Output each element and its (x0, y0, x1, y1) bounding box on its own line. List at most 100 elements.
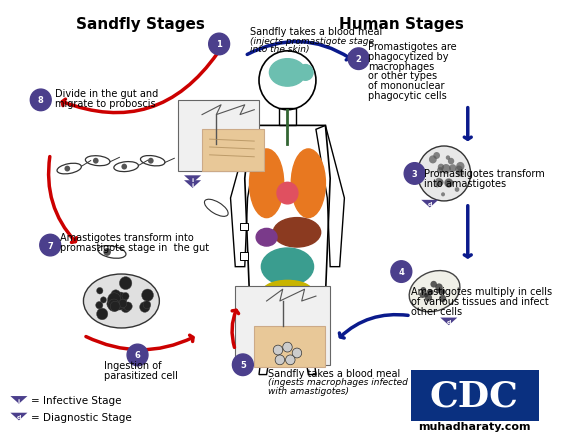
Circle shape (428, 288, 433, 294)
Circle shape (122, 293, 129, 300)
Text: 1: 1 (216, 40, 222, 49)
Text: i: i (18, 398, 20, 403)
Circle shape (283, 342, 292, 352)
Circle shape (232, 354, 253, 376)
Text: parasitized cell: parasitized cell (105, 370, 178, 380)
Text: Ingestion of: Ingestion of (105, 360, 162, 370)
Text: 5: 5 (240, 360, 246, 369)
Ellipse shape (409, 271, 460, 312)
Circle shape (458, 161, 462, 166)
Circle shape (430, 295, 434, 299)
Circle shape (426, 287, 431, 292)
Circle shape (434, 171, 439, 176)
Circle shape (142, 289, 153, 302)
Circle shape (112, 295, 119, 302)
Ellipse shape (263, 281, 312, 302)
FancyBboxPatch shape (254, 326, 325, 367)
Text: with amastigotes): with amastigotes) (268, 386, 350, 395)
Text: migrate to proboscis: migrate to proboscis (55, 99, 156, 108)
Circle shape (432, 283, 439, 291)
FancyBboxPatch shape (240, 223, 248, 231)
Text: 2: 2 (356, 55, 361, 64)
Circle shape (427, 182, 433, 189)
Circle shape (429, 155, 436, 161)
Text: Amastigotes multiply in cells: Amastigotes multiply in cells (411, 286, 552, 296)
Circle shape (425, 167, 435, 177)
Circle shape (446, 164, 450, 169)
Text: phagocytic cells: phagocytic cells (368, 91, 447, 101)
Circle shape (96, 309, 108, 320)
Circle shape (348, 49, 369, 70)
Text: Promastigotes transform: Promastigotes transform (424, 169, 545, 179)
Text: or other types: or other types (368, 71, 437, 81)
Text: macrophages: macrophages (368, 61, 435, 71)
Circle shape (444, 158, 450, 164)
Circle shape (119, 299, 127, 308)
Text: Sandfly takes a blood meal: Sandfly takes a blood meal (249, 27, 382, 37)
Text: CDC: CDC (430, 378, 519, 412)
Text: 6: 6 (135, 351, 141, 360)
Text: into the skin): into the skin) (249, 45, 309, 54)
Text: Amastigotes transform into: Amastigotes transform into (60, 233, 193, 243)
Ellipse shape (256, 229, 277, 247)
Text: phagocytized by: phagocytized by (368, 52, 449, 62)
Circle shape (121, 303, 131, 313)
Polygon shape (421, 201, 438, 208)
Text: Sandfly takes a blood meal: Sandfly takes a blood meal (268, 368, 401, 378)
Ellipse shape (261, 248, 314, 286)
Circle shape (437, 282, 442, 286)
Text: other cells: other cells (411, 306, 462, 316)
Text: promastigote stage in  the gut: promastigote stage in the gut (60, 243, 209, 253)
Text: 7: 7 (47, 241, 53, 250)
Circle shape (275, 355, 285, 365)
Circle shape (273, 345, 283, 355)
Circle shape (433, 291, 437, 296)
Text: = Diagnostic Stage: = Diagnostic Stage (31, 412, 132, 422)
Text: (injects promastigote stage: (injects promastigote stage (249, 36, 374, 46)
Text: Promastigotes are: Promastigotes are (368, 42, 457, 52)
Text: = Infective Stage: = Infective Stage (31, 395, 122, 405)
Ellipse shape (84, 274, 159, 328)
Circle shape (437, 167, 444, 174)
Circle shape (119, 277, 132, 290)
Text: d: d (17, 414, 21, 419)
Circle shape (107, 293, 121, 306)
Circle shape (431, 163, 438, 171)
Circle shape (113, 295, 119, 302)
Circle shape (298, 66, 313, 81)
Circle shape (431, 279, 439, 287)
Circle shape (286, 355, 295, 365)
Circle shape (439, 157, 447, 166)
Circle shape (96, 302, 103, 309)
Ellipse shape (270, 59, 306, 87)
Text: muhadharaty.com: muhadharaty.com (418, 421, 530, 431)
Circle shape (424, 296, 429, 302)
Circle shape (428, 285, 432, 290)
Text: Sandfly Stages: Sandfly Stages (76, 16, 205, 31)
Circle shape (292, 348, 302, 358)
Text: Divide in the gut and: Divide in the gut and (55, 89, 158, 99)
Text: i: i (192, 178, 193, 182)
Ellipse shape (291, 150, 325, 218)
FancyBboxPatch shape (240, 252, 248, 260)
Circle shape (404, 163, 425, 185)
Text: i: i (192, 182, 193, 187)
Circle shape (107, 299, 117, 309)
Circle shape (111, 290, 121, 300)
Circle shape (139, 302, 150, 312)
Ellipse shape (273, 218, 321, 247)
Circle shape (442, 176, 449, 184)
Polygon shape (184, 176, 201, 184)
Circle shape (103, 248, 111, 256)
Polygon shape (184, 181, 201, 188)
Text: d: d (428, 202, 432, 207)
Text: into amastigotes: into amastigotes (424, 179, 506, 189)
Circle shape (448, 182, 456, 191)
Circle shape (127, 344, 148, 366)
Circle shape (124, 302, 132, 311)
Polygon shape (10, 396, 27, 404)
Circle shape (114, 299, 125, 310)
Circle shape (30, 90, 51, 112)
Circle shape (114, 293, 127, 306)
Text: 8: 8 (38, 96, 44, 105)
